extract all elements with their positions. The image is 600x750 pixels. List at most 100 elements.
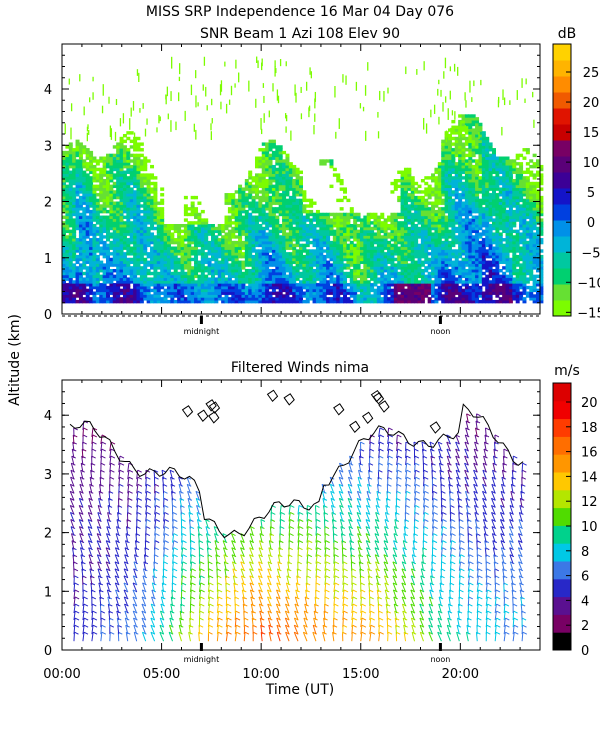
snr-cell bbox=[336, 299, 341, 304]
snr-cell bbox=[407, 252, 412, 256]
snr-cell bbox=[85, 235, 90, 239]
snr-cell bbox=[444, 209, 449, 214]
snr-cell bbox=[116, 235, 121, 239]
snr-cell bbox=[102, 224, 107, 228]
snr-cell bbox=[197, 240, 202, 245]
snr-cell bbox=[177, 260, 182, 264]
snr-cell bbox=[444, 283, 449, 287]
snr-cell bbox=[447, 164, 452, 169]
snr-cell bbox=[370, 269, 375, 273]
snr-cell bbox=[231, 209, 236, 214]
snr-cell bbox=[329, 212, 334, 217]
snr-cell bbox=[461, 291, 466, 295]
snr-cell bbox=[224, 226, 229, 231]
snr-cell bbox=[112, 277, 117, 281]
snr-cell bbox=[139, 271, 144, 276]
snr-cell bbox=[221, 280, 226, 284]
snr-cell bbox=[393, 218, 398, 222]
snr-cell bbox=[295, 257, 300, 262]
snr-cell bbox=[390, 229, 395, 234]
snr-cell bbox=[414, 215, 419, 219]
snr-cell bbox=[224, 246, 229, 250]
snr-cell bbox=[407, 240, 412, 245]
snr-cell bbox=[353, 294, 358, 298]
snr-cell bbox=[62, 252, 66, 256]
snr-cell bbox=[261, 257, 266, 262]
snr-cell bbox=[339, 198, 344, 203]
snr-cell bbox=[349, 229, 354, 234]
snr-cell bbox=[332, 240, 337, 245]
snr-cell bbox=[380, 260, 385, 264]
snr-cell bbox=[68, 179, 73, 183]
snr-cell bbox=[258, 179, 263, 183]
snr-cell bbox=[464, 226, 469, 231]
snr-cell bbox=[116, 271, 121, 276]
snr-cell bbox=[75, 221, 80, 225]
snr-cell bbox=[309, 274, 314, 279]
snr-cell bbox=[431, 176, 436, 180]
snr-cell bbox=[451, 153, 456, 158]
snr-cell bbox=[72, 280, 77, 284]
snr-cell bbox=[359, 257, 364, 262]
snr-cell bbox=[471, 128, 476, 132]
snr-cell bbox=[65, 291, 70, 295]
snr-cell bbox=[424, 260, 429, 264]
snr-cell bbox=[464, 243, 469, 248]
snr-cell bbox=[437, 224, 442, 228]
snr-cell bbox=[122, 201, 127, 205]
snr-cell bbox=[163, 283, 168, 287]
snr-cell bbox=[346, 297, 351, 301]
snr-cell bbox=[414, 288, 419, 293]
snr-cell bbox=[424, 207, 429, 211]
snr-cell bbox=[207, 246, 212, 250]
snr-cell bbox=[244, 243, 249, 248]
snr-cell bbox=[437, 164, 442, 169]
snr-cell bbox=[116, 173, 121, 177]
snr-cell bbox=[332, 221, 337, 225]
snr-cell bbox=[447, 291, 452, 295]
snr-cell bbox=[393, 297, 398, 301]
snr-cell bbox=[417, 232, 422, 236]
snr-cell bbox=[62, 269, 66, 273]
snr-cell bbox=[461, 125, 466, 129]
snr-cell bbox=[116, 291, 121, 295]
snr-cell bbox=[420, 277, 425, 281]
snr-cell bbox=[197, 266, 202, 270]
snr-cell bbox=[72, 238, 77, 242]
snr-cell bbox=[275, 235, 280, 239]
snr-cell bbox=[112, 240, 117, 245]
snr-cell bbox=[129, 131, 134, 135]
snr-cell bbox=[119, 271, 124, 276]
snr-cell bbox=[72, 167, 77, 172]
snr-cell bbox=[458, 150, 463, 155]
snr-cell bbox=[339, 274, 344, 279]
snr-cell bbox=[122, 297, 127, 301]
snr-cell bbox=[312, 249, 317, 253]
snr-cell bbox=[312, 224, 317, 228]
snr-cell bbox=[197, 226, 202, 231]
snr-cell bbox=[400, 221, 405, 225]
snr-cell bbox=[62, 153, 66, 158]
snr-cell bbox=[393, 184, 398, 189]
snr-cell bbox=[126, 193, 131, 197]
snr-cell bbox=[475, 263, 480, 267]
snr-cell bbox=[62, 291, 66, 295]
snr-cell bbox=[194, 263, 199, 267]
snr-cell bbox=[187, 240, 192, 245]
snr-cell bbox=[471, 131, 476, 135]
snr-cell bbox=[254, 288, 259, 293]
snr-cell bbox=[112, 153, 117, 158]
snr-cell bbox=[190, 294, 195, 298]
snr-cell bbox=[437, 167, 442, 172]
snr-cell bbox=[214, 283, 219, 287]
snr-cell bbox=[393, 288, 398, 293]
snr-cell bbox=[129, 277, 134, 281]
snr-cell bbox=[417, 291, 422, 295]
snr-cell bbox=[231, 226, 236, 231]
snr-cell bbox=[194, 221, 199, 225]
snr-cell bbox=[254, 221, 259, 225]
snr-cell bbox=[116, 153, 121, 158]
snr-cell bbox=[146, 280, 151, 284]
snr-cell bbox=[329, 159, 334, 163]
snr-cell bbox=[122, 153, 127, 158]
